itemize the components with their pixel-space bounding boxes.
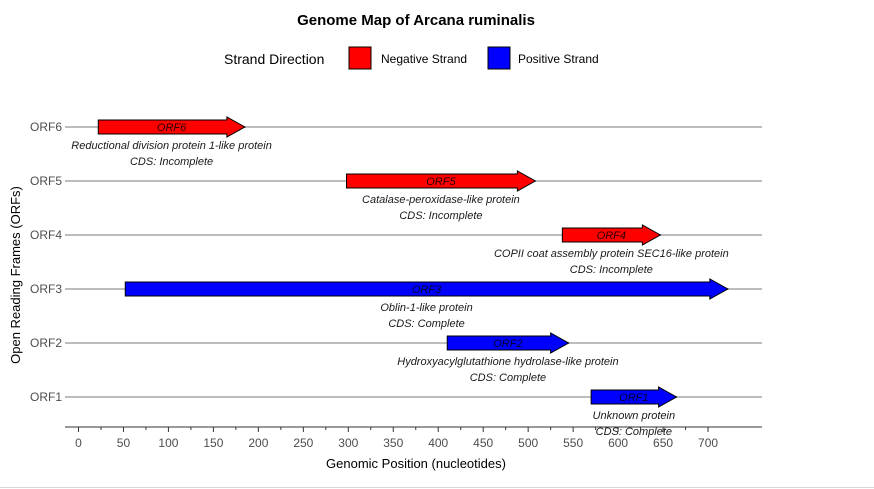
y-tick-label: ORF3 [30,282,62,296]
chart-title: Genome Map of Arcana ruminalis [297,12,535,29]
cds-annotation: CDS: Complete [470,372,546,384]
protein-annotation: Catalase-peroxidase-like protein [362,194,520,206]
gene-arrow-orf2 [446,332,570,354]
cds-annotation: CDS: Incomplete [130,156,213,168]
y-axis: ORF1 ORF2 ORF3 ORF4 ORF5 ORF6 [30,120,62,404]
gene-arrow-orf6 [97,116,246,138]
x-tick-label: 500 [518,436,538,450]
x-axis-title: Genomic Position (nucleotides) [326,456,506,471]
gene-arrow-orf3 [124,278,729,300]
cds-annotation: CDS: Incomplete [399,210,482,222]
genes-layer: ORF1 Unknown protein CDS: Complete ORF2 Hydr… [71,116,729,438]
protein-annotation: COPII coat assembly protein SEC16-like p… [494,248,729,260]
protein-annotation: Reductional division protein 1-like prot… [71,140,272,152]
x-tick-label: 0 [75,436,82,450]
x-tick-label: 600 [608,436,628,450]
x-tick-label: 550 [563,436,583,450]
legend-label-positive: Positive Strand [518,52,599,66]
x-tick-label: 400 [428,436,448,450]
gene-label: ORF3 [412,284,442,296]
y-tick-label: ORF1 [30,390,62,404]
protein-annotation: Oblin-1-like protein [380,302,472,314]
y-tick-label: ORF5 [30,174,62,188]
gene-arrow-orf5 [345,170,537,192]
gene-label: ORF6 [157,122,187,134]
protein-annotation: Unknown protein [593,410,676,422]
cds-annotation: CDS: Complete [596,426,672,438]
x-tick-label: 150 [203,436,223,450]
gene-label: ORF1 [619,392,648,404]
legend-swatch-positive [487,46,511,70]
gene-arrow-orf4 [561,224,662,246]
y-tick-label: ORF6 [30,120,62,134]
x-tick-label: 300 [338,436,358,450]
cds-annotation: CDS: Incomplete [570,264,653,276]
x-tick-label: 250 [293,436,313,450]
bottom-divider [0,487,874,488]
x-tick-label: 50 [117,436,131,450]
legend-title: Strand Direction [224,51,324,67]
legend: Strand Direction Negative Strand Positiv… [224,46,599,70]
x-tick-label: 100 [158,436,178,450]
x-tick-label: 700 [698,436,718,450]
protein-annotation: Hydroxyacylglutathione hydrolase-like pr… [397,356,618,368]
y-tick-label: ORF4 [30,228,62,242]
gene-label: ORF2 [493,338,522,350]
legend-swatch-negative [348,46,372,70]
y-axis-title: Open Reading Frames (ORFs) [8,186,23,364]
x-axis: 0 50 100 150 200 250 300 350 400 450 500 550 600 650 7… [65,426,762,450]
x-tick-label: 200 [248,436,268,450]
x-tick-label: 650 [653,436,673,450]
gene-arrow-orf1 [590,386,678,408]
gene-label: ORF4 [597,230,626,242]
cds-annotation: CDS: Complete [388,318,464,330]
legend-label-negative: Negative Strand [381,52,467,66]
x-tick-label: 350 [383,436,403,450]
x-tick-label: 450 [473,436,493,450]
y-tick-label: ORF2 [30,336,62,350]
gene-label: ORF5 [426,176,456,188]
